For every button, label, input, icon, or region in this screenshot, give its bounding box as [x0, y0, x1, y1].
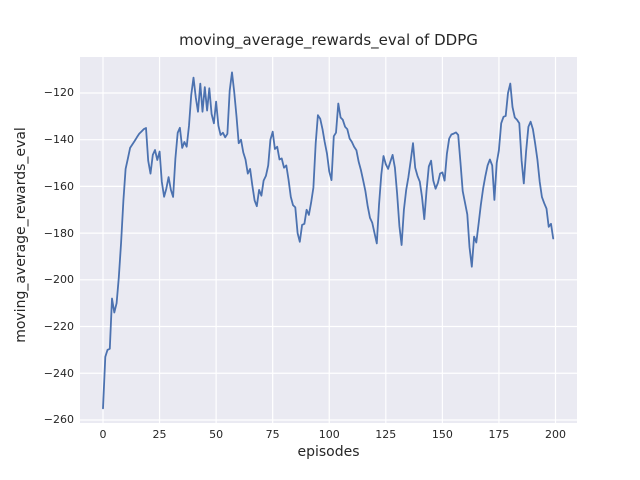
y-tick-label: −180 — [43, 226, 74, 240]
y-tick-label: −220 — [43, 320, 74, 334]
data-line — [102, 71, 555, 410]
x-tick-label: 200 — [545, 428, 566, 441]
y-tick-label: −200 — [43, 273, 74, 287]
x-tick-label: 125 — [375, 428, 397, 441]
y-tick-label: −120 — [43, 86, 74, 100]
plot-area — [80, 57, 577, 423]
x-tick-label: 100 — [318, 428, 340, 441]
x-axis-label: episodes — [297, 444, 360, 460]
x-tick-label: 25 — [152, 428, 167, 441]
x-tick-label: 75 — [265, 428, 280, 441]
y-axis-label: moving_average_rewards_eval — [13, 127, 29, 343]
x-tick-label: 50 — [209, 428, 224, 441]
x-tick-label: 0 — [99, 428, 107, 441]
y-tick-label: −260 — [43, 413, 74, 427]
y-tick-label: −140 — [43, 133, 74, 147]
y-tick-label: −240 — [43, 366, 74, 380]
x-tick-label: 175 — [488, 428, 510, 441]
x-tick-label: 150 — [431, 428, 453, 441]
y-tick-label: −160 — [43, 179, 74, 193]
chart-title: moving_average_rewards_eval of DDPG — [179, 31, 478, 49]
